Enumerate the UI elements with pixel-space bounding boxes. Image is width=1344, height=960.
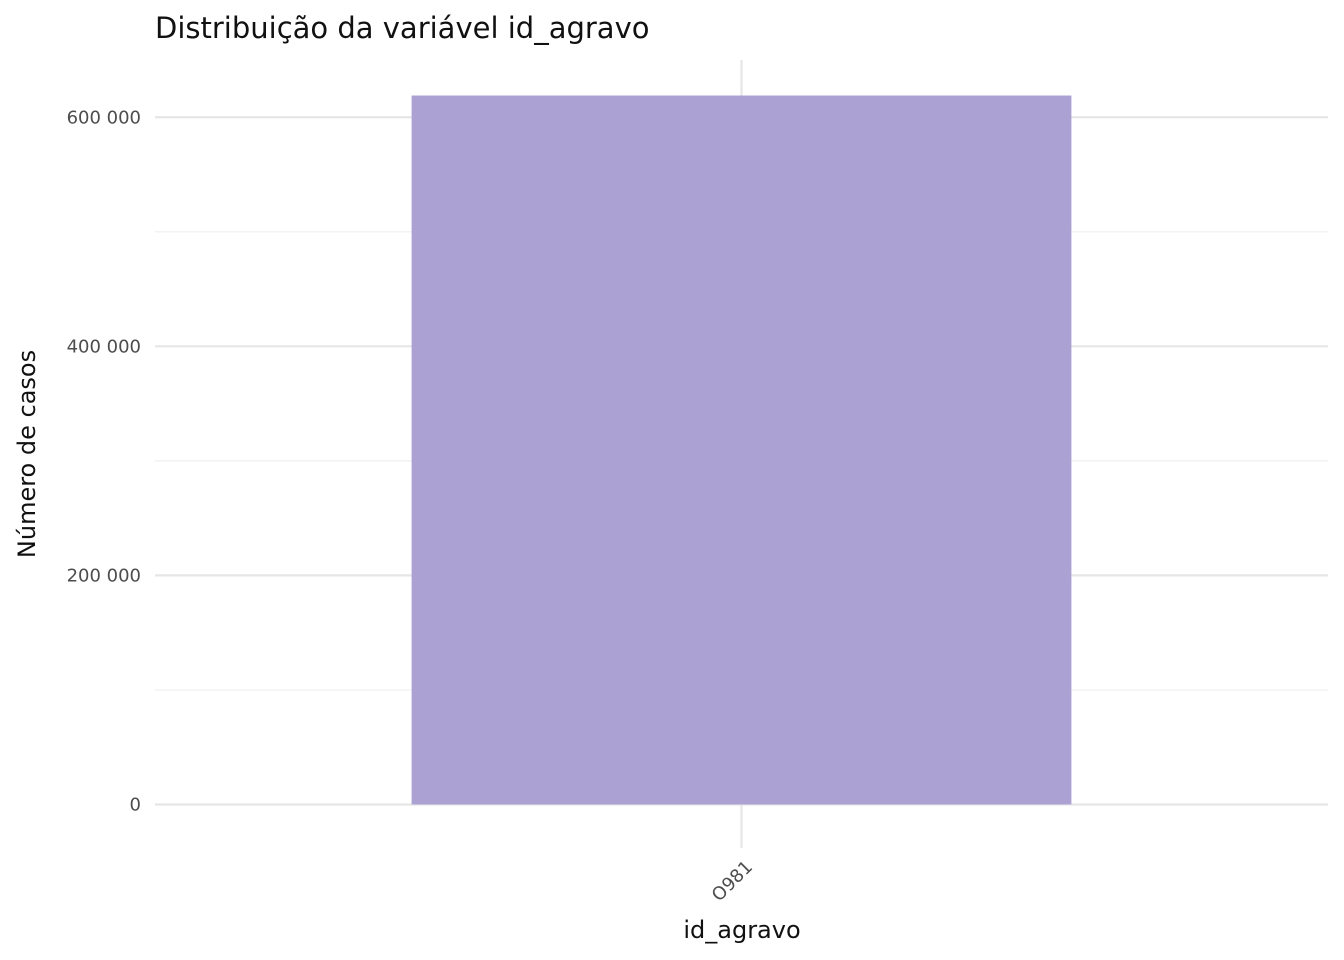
y-tick-label: 400 000 <box>67 336 141 357</box>
y-tick-label: 200 000 <box>67 565 141 586</box>
y-tick-label: 600 000 <box>67 107 141 128</box>
y-axis-title: Número de casos <box>13 350 41 558</box>
bars <box>411 95 1072 805</box>
y-axis-ticks: 0 200 000 400 000 600 000 <box>67 107 141 815</box>
chart-title: Distribuição da variável id_agravo <box>155 11 649 45</box>
x-axis-ticks: O981 <box>708 857 757 906</box>
x-axis-title: id_agravo <box>683 916 800 944</box>
bar <box>411 95 1072 805</box>
x-tick-label: O981 <box>708 857 757 906</box>
y-tick-label: 0 <box>130 794 141 815</box>
